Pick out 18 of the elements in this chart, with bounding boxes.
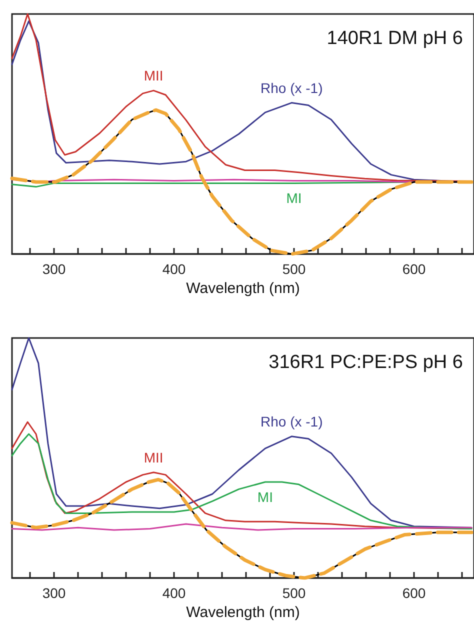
x-tick-label: 300 — [42, 261, 66, 277]
series-label: MII — [144, 449, 164, 466]
x-tick-label: 300 — [42, 585, 66, 601]
x-tick-label: 600 — [402, 585, 426, 601]
series-label: MI — [257, 489, 273, 505]
x-tick-label: 500 — [282, 261, 306, 277]
series-label: MII — [144, 68, 164, 84]
x-axis-title: Wavelength (nm) — [186, 604, 300, 621]
text: 316R1 PC:PE:PS pH 6 — [268, 352, 464, 373]
series-label: MI — [286, 190, 302, 206]
text: 140R1 DM pH 6 — [326, 28, 464, 49]
x-tick-label: 600 — [402, 261, 426, 277]
series-label: Rho (x -1) — [260, 80, 323, 96]
series-label: Rho (x -1) — [260, 413, 323, 430]
x-axis-title: Wavelength (nm) — [186, 280, 300, 297]
x-tick-label: 400 — [162, 261, 186, 277]
x-tick-label: 500 — [282, 585, 306, 601]
x-tick-label: 400 — [162, 585, 186, 601]
